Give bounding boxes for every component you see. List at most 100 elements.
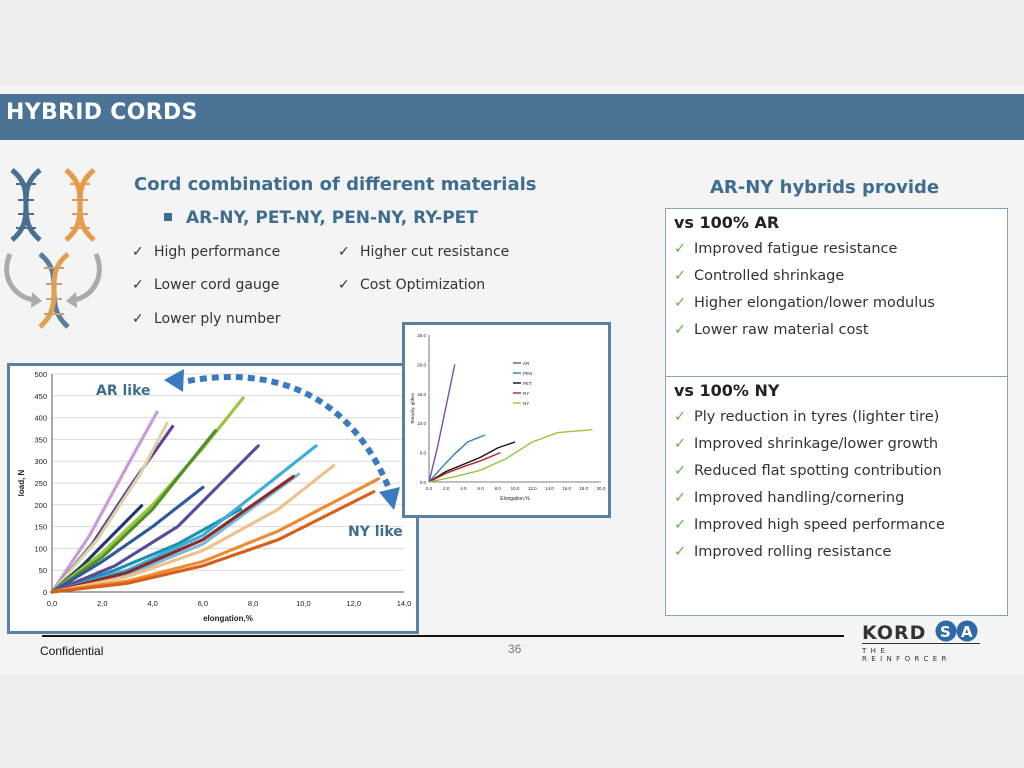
x-tick-label: 12.0 [528,486,537,491]
y-tick-label: 400 [34,414,47,423]
list-item: ✓ Improved handling/cornering [674,490,905,506]
footer-divider [42,635,844,637]
y-tick-label: 50 [39,566,47,575]
confidential-label: Confidential [40,644,104,658]
list-item: ✓ Reduced flat spotting contribution [674,463,942,479]
x-tick-label: 4,0 [147,599,157,608]
title-bar: HYBRID CORDS [0,94,1024,140]
y-tick-label: 450 [34,392,47,401]
data-series-line [50,474,295,594]
x-tick-label: 14.0 [545,486,554,491]
vs-ar-heading: vs 100% AR [674,213,780,232]
x-tick-label: 6.0 [477,486,484,491]
data-series-line [50,464,336,594]
check-icon: ✓ [674,463,687,479]
list-item: ✓ Controlled shrinkage [674,268,845,284]
refresh-arrow-icon [73,253,102,303]
data-series-line [50,429,217,594]
data-series-line [428,434,486,483]
ar-ny-arrow [164,369,400,510]
x-axis-label: elongation,% [203,614,253,623]
logo-text: KORD [862,622,926,643]
check-icon: ✓ [674,544,687,560]
list-item: ✓ Higher elongation/lower modulus [674,295,935,311]
y-tick-label: 350 [34,435,47,444]
data-series-line [428,441,516,483]
x-tick-label: 0,0 [47,599,57,608]
check-icon: ✓ [338,244,350,260]
y-tick-label: 20.0 [417,362,426,367]
y-tick-label: 10.0 [417,421,426,426]
list-item: ✓ Improved high speed performance [674,517,945,533]
y-tick-label: 15.0 [417,392,426,397]
kordsa-logo: KORD S A [862,620,978,643]
x-tick-label: 10.0 [511,486,520,491]
legend-label: PET [523,381,532,386]
y-tick-label: 200 [34,501,47,510]
legend-label: NY [523,401,529,406]
check-icon: ✓ [674,322,687,338]
logo-underline [862,643,980,644]
feature-item: ✓ Cost Optimization [338,277,486,293]
tenacity-svg: 0.0 5.0 10.0 15.0 20.0 25.0 0.0 2.0 4.0 6.0 8.0 10.… [410,333,606,502]
slide: HYBRID CORDS [0,86,1024,674]
x-tick-label: 18.0 [579,486,588,491]
list-item: ✓ Improved rolling resistance [674,544,892,560]
vs-ar-box: vs 100% AR ✓ Improved fatigue resistance … [665,208,1008,378]
arrow-head-icon [164,369,184,392]
check-icon: ✓ [674,436,687,452]
page-title: HYBRID CORDS [6,100,198,125]
data-series-line [50,490,376,594]
legend-label: AR [523,361,530,366]
data-series-line [428,451,501,483]
vs-ny-box: vs 100% NY ✓ Ply reduction in tyres (ligh… [665,376,1008,616]
svg-text:A: A [961,623,973,641]
x-tick-label: 6,0 [198,599,208,608]
dna-icon [4,168,102,329]
check-icon: ✓ [338,277,350,293]
load-elongation-chart: 0 50 100 150 200 250 300 350 400 450 500 0,0 2,0 4,0 6… [7,363,419,634]
y-tick-label: 0 [43,588,47,597]
ny-like-label: NY like [348,524,403,540]
x-tick-label: 10,0 [296,599,311,608]
feature-item: ✓ Lower cord gauge [132,277,280,293]
y-tick-label: 150 [34,523,47,532]
dna-icon [64,168,96,242]
dashed-arrow-icon [187,373,393,493]
x-tick-label: 8,0 [248,599,258,608]
dna-icon [38,252,70,329]
x-tick-label: 8.0 [495,486,502,491]
vs-ny-heading: vs 100% NY [674,381,780,400]
check-icon: ✓ [132,311,144,327]
x-tick-label: 12,0 [346,599,361,608]
x-tick-label: 14,0 [397,599,412,608]
check-icon: ✓ [674,241,687,257]
feature-item: ✓ Lower ply number [132,311,281,327]
y-tick-label: 500 [34,370,47,379]
x-tick-label: 4.0 [460,486,467,491]
svg-text:S: S [940,623,951,641]
check-icon: ✓ [674,295,687,311]
check-icon: ✓ [674,517,687,533]
y-tick-label: 0.0 [420,480,427,485]
tenacity-chart: 0.0 5.0 10.0 15.0 20.0 25.0 0.0 2.0 4.0 6.0 8.0 10.… [402,322,611,518]
refresh-arrow-icon [66,292,77,308]
y-tick-label: 300 [34,457,47,466]
data-series-line [428,429,593,483]
square-bullet-icon [164,213,172,221]
check-icon: ✓ [132,244,144,260]
legend-label: PEN [523,371,532,376]
logo-tagline: THE REINFORCER [862,647,951,663]
list-item: ✓ Improved fatigue resistance [674,241,898,257]
x-tick-label: 2.0 [443,486,450,491]
logo-a-mark [956,620,978,642]
y-axis-label: load, N [17,469,26,496]
combos-text: AR-NY, PET-NY, PEN-NY, RY-PET [186,208,478,228]
y-tick-label: 100 [34,544,47,553]
ar-like-label: AR like [96,383,151,399]
check-icon: ✓ [674,409,687,425]
data-series-line [50,420,170,594]
x-tick-label: 16.0 [562,486,571,491]
data-series-line [50,409,160,594]
refresh-arrow-icon [4,253,35,303]
